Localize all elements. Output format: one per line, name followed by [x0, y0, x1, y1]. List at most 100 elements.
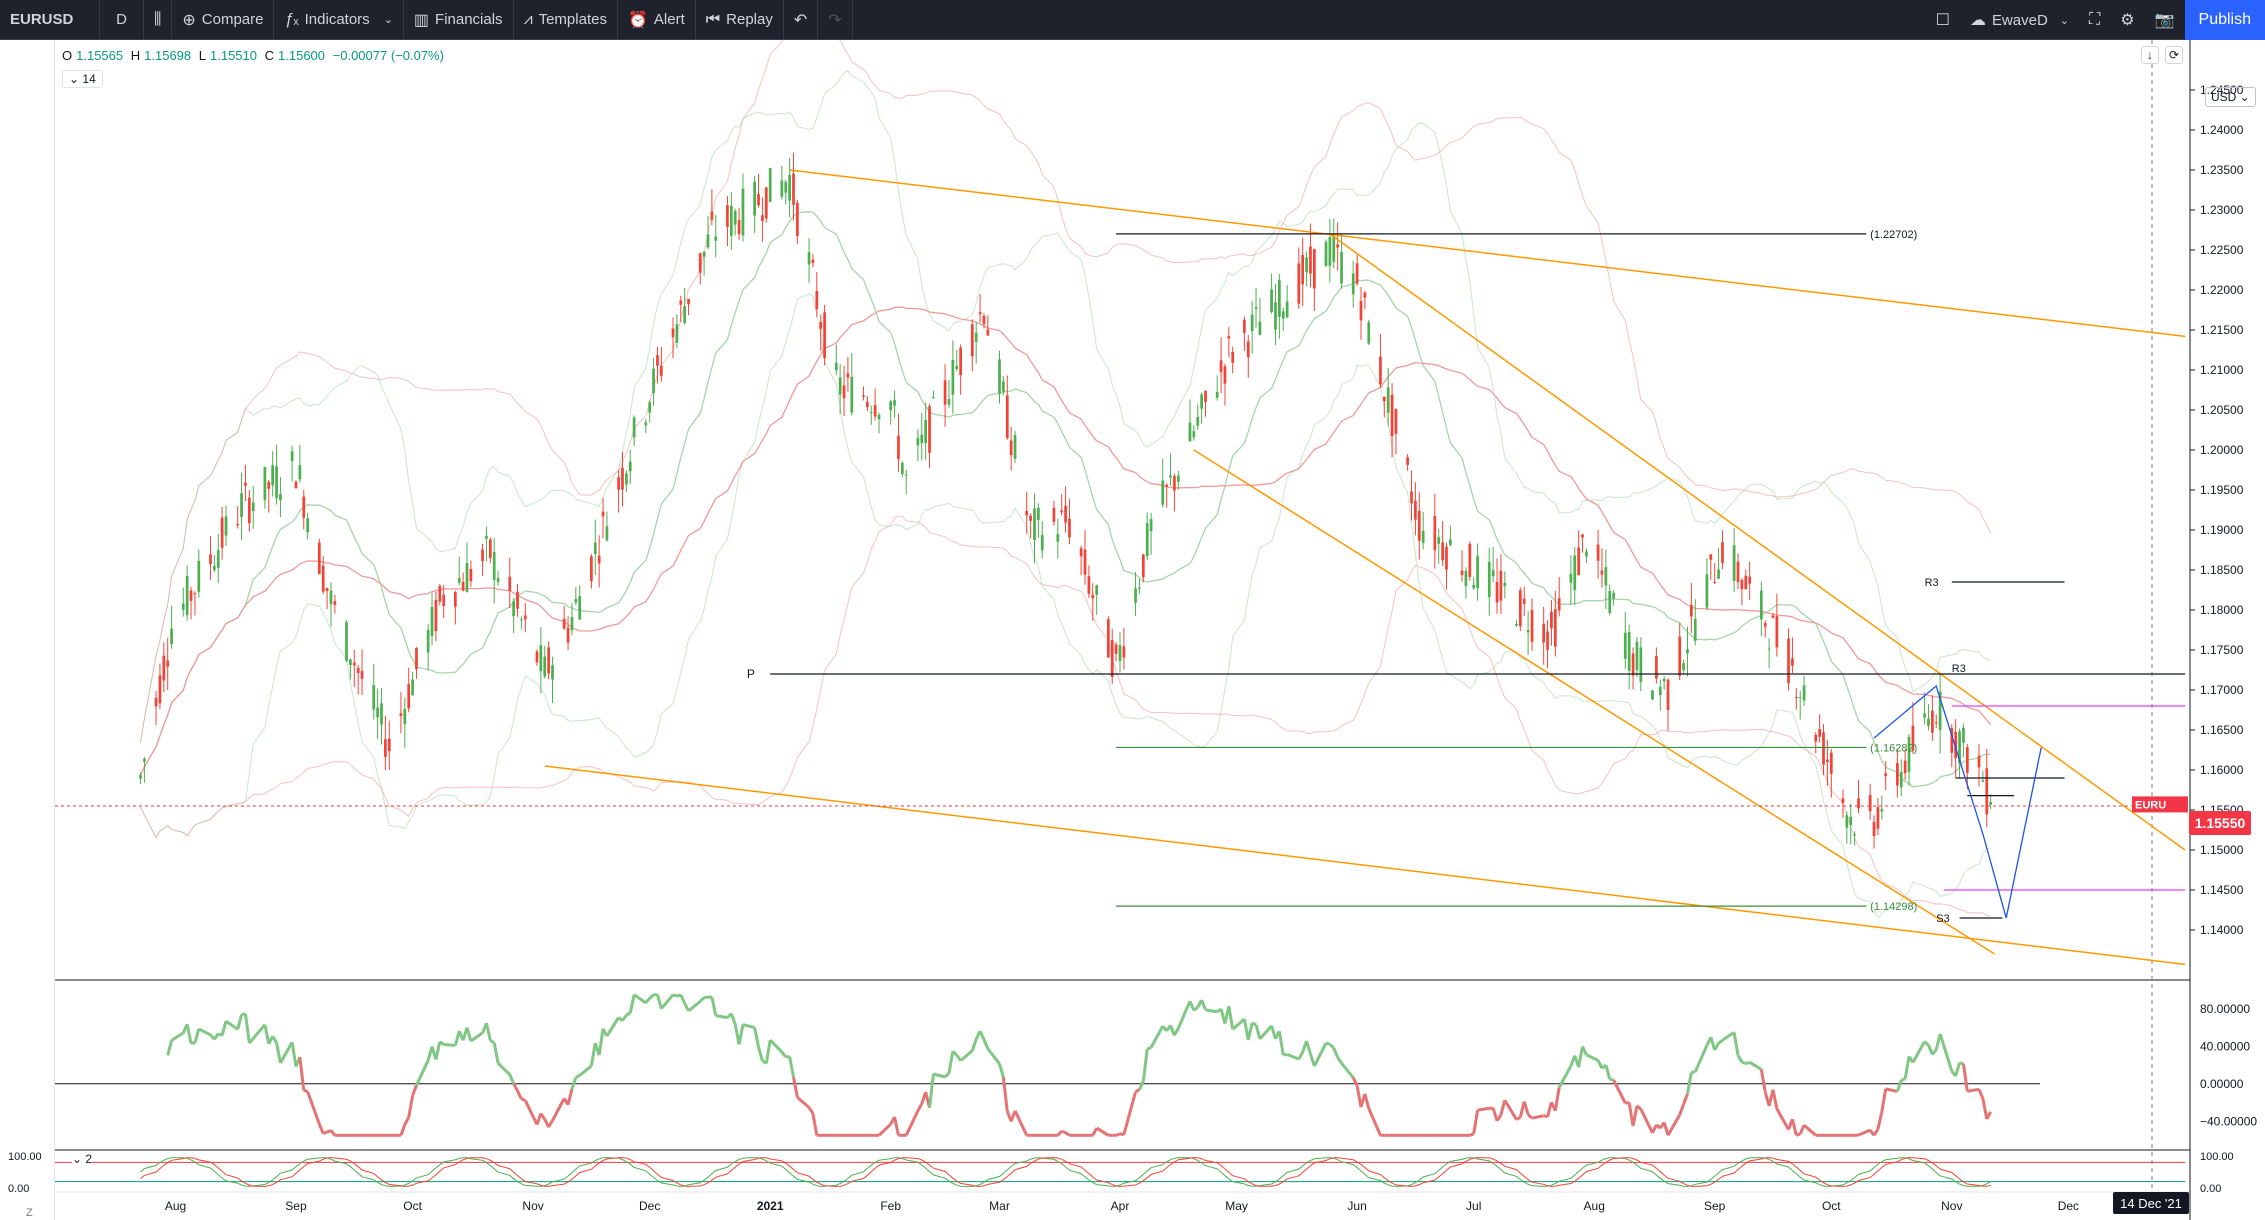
candle-body [298, 465, 302, 480]
osc-line-segment [1895, 1079, 1903, 1092]
candle-body [516, 591, 519, 609]
candle-body [605, 526, 609, 541]
candle-body [1449, 539, 1452, 545]
osc-line-segment [1149, 1025, 1165, 1049]
osc-line-segment [1795, 1132, 1801, 1137]
indicators-button[interactable]: ƒₓ Indicators ⌄ [274, 0, 404, 40]
candle-body [1355, 263, 1359, 284]
candle-body [1627, 632, 1631, 671]
candle-body [648, 402, 652, 413]
candle-body [796, 202, 799, 236]
chart-svg[interactable]: 1.24500 1.24000 1.23500 1.23000 1.22500 1.220… [0, 40, 2265, 1220]
candle-body [1759, 590, 1763, 620]
band-middle-line [139, 211, 1991, 788]
fullscreen-button[interactable]: ⛶ [2079, 0, 2110, 40]
candle-body [1173, 476, 1176, 491]
candle-body [384, 739, 387, 757]
layout-toggle-button[interactable]: ☐ [1926, 0, 1960, 40]
osc-line-segment [1911, 1040, 1926, 1064]
candle-body [928, 406, 931, 453]
indicator-legend-toggle[interactable]: ⌄ 14 [62, 70, 103, 88]
candle-body [1091, 594, 1095, 599]
candle-body [430, 607, 434, 636]
price-tick-label: 1.16000 [2200, 763, 2244, 777]
candle-body [1324, 241, 1328, 267]
osc-line-segment [1200, 999, 1207, 1011]
candle-body [1771, 615, 1775, 618]
sub-pane-legend-toggle[interactable]: ⌄ 2 [72, 1152, 93, 1166]
compare-button[interactable]: ⊕ Compare [172, 0, 275, 40]
bars-icon: ▥ [413, 11, 430, 29]
candle-body [1138, 587, 1141, 589]
bar-style-button[interactable]: ⫼ [144, 0, 173, 40]
candle-body [1332, 236, 1336, 262]
stoch-d-line [140, 1157, 1991, 1187]
currency-select[interactable]: USD ⌄ [2205, 87, 2256, 107]
candle-body [1254, 307, 1258, 310]
osc-line-segment [904, 1110, 920, 1136]
candle-body [578, 596, 582, 620]
osc-line-segment [1115, 1132, 1121, 1137]
candle-body [154, 697, 158, 707]
publish-button[interactable]: Publish [2184, 0, 2265, 40]
osc-line-segment [710, 996, 718, 1016]
osc-line-segment [1732, 1032, 1740, 1056]
candle-body [197, 560, 201, 592]
osc-line-segment [326, 1129, 332, 1134]
candle-body [1336, 244, 1340, 248]
redo-button[interactable]: ↷ [818, 0, 853, 40]
osc-line-segment [1205, 1008, 1218, 1014]
candle-body [1717, 569, 1720, 579]
alert-button[interactable]: ⏰ Alert [618, 0, 696, 40]
settings-button[interactable]: ⚙ [2110, 0, 2144, 40]
candle-body [1165, 484, 1169, 487]
interval-button[interactable]: D [100, 0, 144, 40]
osc-line-segment [633, 993, 647, 1005]
osc-line-segment [523, 1099, 539, 1126]
layout-name-button[interactable]: ☁ EwaveD ⌄ [1960, 0, 2079, 40]
financials-button[interactable]: ▥ Financials [404, 0, 514, 40]
osc-line-segment [516, 1090, 523, 1100]
candle-body [1476, 556, 1479, 589]
chevron-down-icon[interactable]: ⌄ [383, 14, 393, 26]
alert-clock-icon: ⏰ [627, 11, 648, 29]
candle-body [1666, 679, 1670, 711]
candle-body [768, 168, 772, 202]
time-tick-label: Sep [1704, 1199, 1726, 1213]
candle-body [792, 173, 795, 205]
osc-line-segment [1491, 1107, 1499, 1122]
candle-body [1682, 663, 1685, 671]
candle-body [1009, 440, 1013, 456]
refresh-button[interactable]: ⟳ [2165, 46, 2183, 64]
candle-body [698, 253, 702, 273]
candle-body [1297, 263, 1301, 304]
osc-line-segment [788, 1056, 795, 1078]
snapshot-button[interactable]: 📷 [2145, 0, 2185, 40]
candle-body [1612, 592, 1615, 599]
undo-button[interactable]: ↶ [784, 0, 819, 40]
price-tick-label: 1.23500 [2200, 163, 2244, 177]
candle-body [1655, 656, 1658, 679]
scroll-down-button[interactable]: ↓ [2141, 46, 2159, 64]
chart-area[interactable]: 1.24500 1.24000 1.23500 1.23000 1.22500 1.220… [0, 40, 2265, 1220]
candle-body [247, 497, 251, 524]
current-price-label: 1.15550 [2194, 815, 2246, 831]
osc-line-segment [1336, 1056, 1343, 1065]
osc-line-segment [547, 1119, 554, 1128]
osc-line-segment [628, 994, 636, 1014]
candle-body [329, 590, 333, 605]
osc-line-segment [1351, 1076, 1359, 1087]
replay-button[interactable]: ⏮ Replay [696, 0, 784, 40]
templates-button[interactable]: ⩘ Templates [514, 0, 618, 40]
candle-body [275, 466, 278, 499]
candle-body [862, 395, 865, 397]
interval-label: D [116, 11, 127, 28]
osc-line-segment [1759, 1069, 1767, 1093]
candle-body [1651, 690, 1654, 700]
osc-line-segment [1923, 1040, 1930, 1047]
symbol-search-button[interactable]: EURUSD [0, 0, 100, 40]
support-label: S3 [1936, 913, 1949, 925]
osc-line-segment [578, 1064, 593, 1077]
price-tick-label: 1.24500 [2200, 83, 2244, 97]
candle-body [380, 703, 383, 725]
